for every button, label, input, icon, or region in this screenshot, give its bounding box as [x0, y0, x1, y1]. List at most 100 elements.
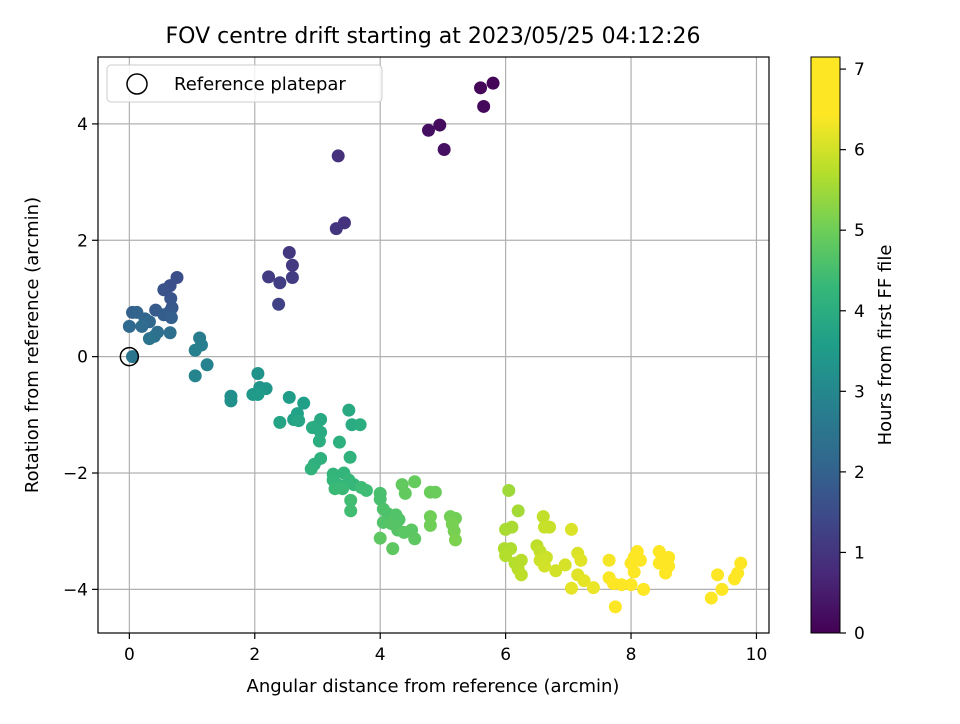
data-point — [728, 572, 742, 586]
data-point — [353, 418, 367, 432]
data-points — [122, 76, 748, 614]
data-point — [502, 483, 516, 497]
data-point — [711, 568, 725, 582]
data-point — [285, 271, 299, 285]
data-point — [262, 270, 276, 284]
data-point — [292, 414, 306, 428]
data-point — [511, 504, 525, 518]
data-point — [312, 434, 326, 448]
data-point — [331, 149, 345, 163]
data-point — [373, 492, 387, 506]
data-point — [421, 123, 435, 137]
data-point — [615, 578, 629, 592]
data-point — [251, 367, 265, 381]
chart-title: FOV centre drift starting at 2023/05/25 … — [166, 24, 701, 49]
data-point — [608, 600, 622, 614]
y-tick-label: −4 — [63, 580, 88, 600]
y-tick-label: −2 — [63, 464, 88, 484]
data-point — [163, 326, 177, 340]
data-point — [122, 319, 136, 333]
data-point — [386, 542, 400, 556]
data-point — [188, 343, 202, 357]
data-point — [398, 486, 412, 500]
colorbar-gradient — [810, 56, 841, 634]
colorbar-tick-label: 4 — [854, 302, 865, 322]
data-point — [135, 319, 149, 333]
data-point — [564, 522, 578, 536]
legend-label: Reference platepar — [174, 74, 346, 95]
data-point — [282, 390, 296, 404]
data-point — [715, 582, 729, 596]
data-point — [297, 396, 311, 410]
data-point — [408, 532, 422, 546]
data-point — [474, 81, 488, 95]
data-point — [514, 568, 528, 582]
y-tick-label: 2 — [77, 231, 88, 251]
colorbar-tick-label: 5 — [854, 221, 865, 241]
colorbar-tick-label: 3 — [854, 382, 865, 402]
data-point — [200, 358, 214, 372]
data-point — [633, 553, 647, 567]
x-tick-label: 2 — [249, 645, 260, 665]
y-tick-label: 0 — [77, 348, 88, 368]
data-point — [536, 510, 550, 524]
x-tick-label: 8 — [626, 645, 637, 665]
data-point — [125, 350, 139, 364]
data-point — [543, 520, 557, 534]
data-point — [637, 582, 651, 596]
data-point — [423, 518, 437, 532]
data-point — [433, 118, 447, 132]
data-point — [285, 258, 299, 272]
data-point — [336, 482, 350, 496]
legend: Reference platepar — [106, 64, 383, 103]
data-point — [624, 578, 638, 592]
data-point — [505, 520, 519, 534]
colorbar-tick-label: 2 — [854, 463, 865, 483]
data-point — [448, 533, 462, 547]
data-point — [499, 549, 513, 563]
data-point — [586, 581, 600, 595]
data-point — [273, 415, 287, 429]
data-point — [142, 332, 156, 346]
data-point — [627, 565, 641, 579]
data-point — [577, 574, 591, 588]
colorbar-tick-label: 7 — [854, 60, 865, 80]
data-point — [734, 556, 748, 570]
x-tick-label: 0 — [124, 645, 135, 665]
data-point — [342, 403, 356, 417]
data-point — [574, 553, 588, 567]
legend-box — [106, 64, 383, 103]
data-point — [343, 450, 357, 464]
data-point — [273, 276, 287, 290]
data-point — [188, 369, 202, 383]
data-point — [558, 558, 572, 572]
data-point — [373, 531, 387, 545]
colorbar-tick-label: 1 — [854, 543, 865, 563]
x-tick-label: 10 — [746, 645, 768, 665]
colorbar: 0 1 2 3 4 5 6 7 Hours from first FF file — [810, 56, 896, 644]
data-point — [157, 283, 171, 297]
y-axis-ticks: −4 −2 0 2 4 — [63, 115, 98, 600]
x-axis-label: Angular distance from reference (arcmin) — [247, 676, 620, 697]
data-point — [329, 222, 343, 236]
data-point — [486, 76, 500, 90]
data-point — [537, 559, 551, 573]
y-axis-label: Rotation from reference (arcmin) — [22, 197, 43, 493]
reference-platepar-marker — [119, 346, 140, 367]
data-point — [224, 394, 238, 408]
x-tick-label: 4 — [375, 645, 386, 665]
data-point — [164, 311, 178, 325]
x-tick-label: 6 — [500, 645, 511, 665]
y-tick-label: 4 — [77, 115, 88, 135]
data-point — [704, 591, 718, 605]
data-point — [344, 504, 358, 518]
grid — [98, 57, 769, 633]
data-point — [564, 581, 578, 595]
data-point — [437, 143, 451, 157]
data-point — [359, 483, 373, 497]
data-point — [344, 493, 358, 507]
data-point — [408, 475, 422, 489]
plot-frame — [97, 56, 770, 634]
data-point — [602, 553, 616, 567]
